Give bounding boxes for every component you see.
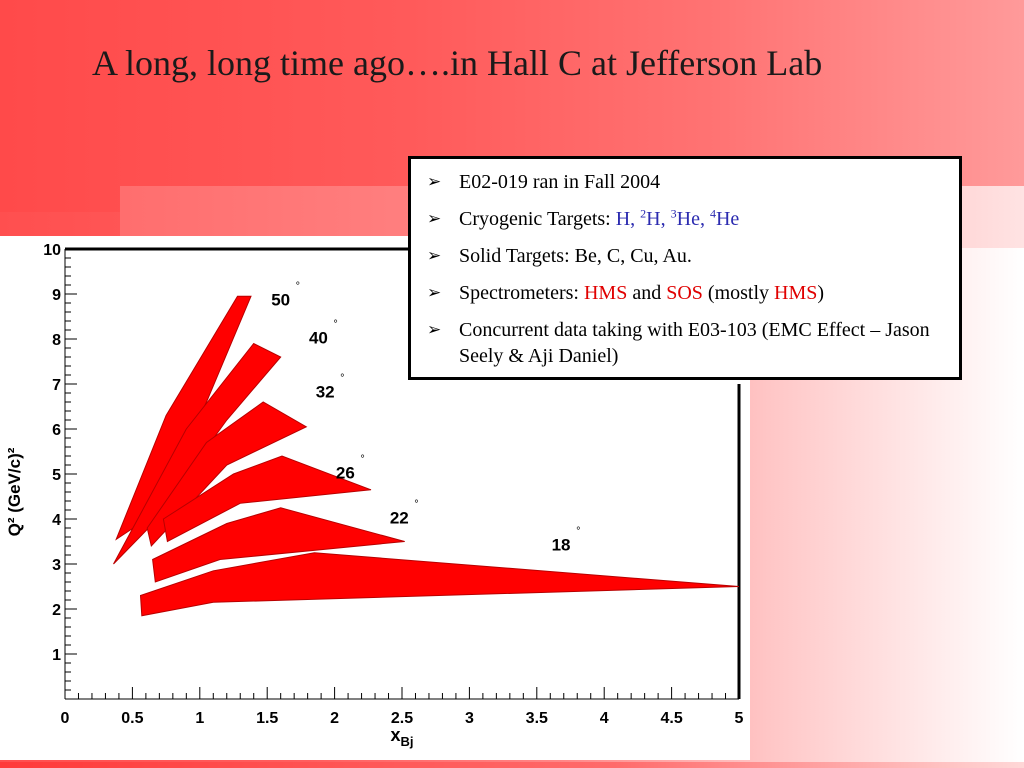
x-tick-label: 3 <box>465 710 474 727</box>
angle-label-40: 40 <box>309 329 328 348</box>
y-tick-label: 6 <box>52 422 61 439</box>
angle-region-18 <box>139 552 740 617</box>
arrow-bullet-icon: ➢ <box>427 320 442 340</box>
angle-label-22: 22 <box>390 509 409 528</box>
hms-label: HMS <box>583 282 628 304</box>
x-tick-label: 2.5 <box>391 710 413 727</box>
info-item: ➢ Cryogenic Targets: H, 2H, 3He, 4He <box>427 206 740 230</box>
angle-region-26 <box>162 455 372 543</box>
y-tick-label: 3 <box>52 557 61 574</box>
x-tick-label: 0.5 <box>121 710 143 727</box>
footer-band <box>0 762 1024 768</box>
y-tick-label: 2 <box>52 602 61 619</box>
x-tick-label: 0 <box>61 710 70 727</box>
arrow-bullet-icon: ➢ <box>427 209 442 229</box>
angle-label-18: 18 <box>552 536 571 555</box>
y-tick-label: 4 <box>52 512 61 529</box>
arrow-bullet-icon: ➢ <box>427 283 442 303</box>
x-tick-label: 2 <box>330 710 339 727</box>
info-item: ➢ Solid Targets: Be, C, Cu, Au. <box>427 245 692 267</box>
info-item: ➢ E02-019 ran in Fall 2004 <box>427 171 661 193</box>
x-tick-label: 1 <box>195 710 204 727</box>
target-list: H, 2H, 3He, 4He <box>615 206 740 230</box>
x-tick-label: 5 <box>735 710 744 727</box>
hms-label: HMS <box>774 282 818 304</box>
degree-mark: ° <box>333 319 337 331</box>
x-tick-label: 4.5 <box>660 710 682 727</box>
degree-mark: ° <box>340 373 344 385</box>
x-axis-label: xBj <box>390 725 413 749</box>
angle-label-26: 26 <box>336 464 355 483</box>
info-item: ➢ Concurrent data taking with E03-103 (E… <box>427 319 930 367</box>
info-item: ➢ Spectrometers: HMS and SOS (mostly HMS… <box>427 282 825 304</box>
experiment-info-box: ➢ E02-019 ran in Fall 2004 ➢ Cryogenic T… <box>408 156 962 380</box>
y-tick-label: 9 <box>52 287 61 304</box>
angle-label-32: 32 <box>316 383 335 402</box>
y-tick-label: 5 <box>52 467 61 484</box>
slide-title: A long, long time ago….in Hall C at Jeff… <box>92 43 823 83</box>
x-tick-label: 4 <box>600 710 609 727</box>
y-axis-label: Q² (GeV/c)² <box>5 447 24 536</box>
y-tick-label: 10 <box>43 242 61 259</box>
arrow-bullet-icon: ➢ <box>427 172 442 192</box>
y-tick-label: 1 <box>52 647 61 664</box>
sos-label: SOS <box>666 282 703 304</box>
x-tick-label: 3.5 <box>526 710 548 727</box>
degree-mark: ° <box>360 454 364 466</box>
y-tick-label: 7 <box>52 377 61 394</box>
angle-region-32 <box>146 401 308 548</box>
degree-mark: ° <box>576 526 580 538</box>
xbj-q2-chart: 0 0.5 1 1.5 2 2.5 3 3.5 4 4.5 5 1 2 3 4 5 6 7 8 9 10 xBj Q² (G… <box>5 242 744 749</box>
x-tick-label: 1.5 <box>256 710 278 727</box>
angle-region-22 <box>152 507 405 583</box>
y-tick-label: 8 <box>52 332 61 349</box>
arrow-bullet-icon: ➢ <box>427 246 442 266</box>
angle-label-50: 50 <box>271 290 290 309</box>
degree-mark: ° <box>296 280 300 292</box>
degree-mark: ° <box>414 499 418 511</box>
